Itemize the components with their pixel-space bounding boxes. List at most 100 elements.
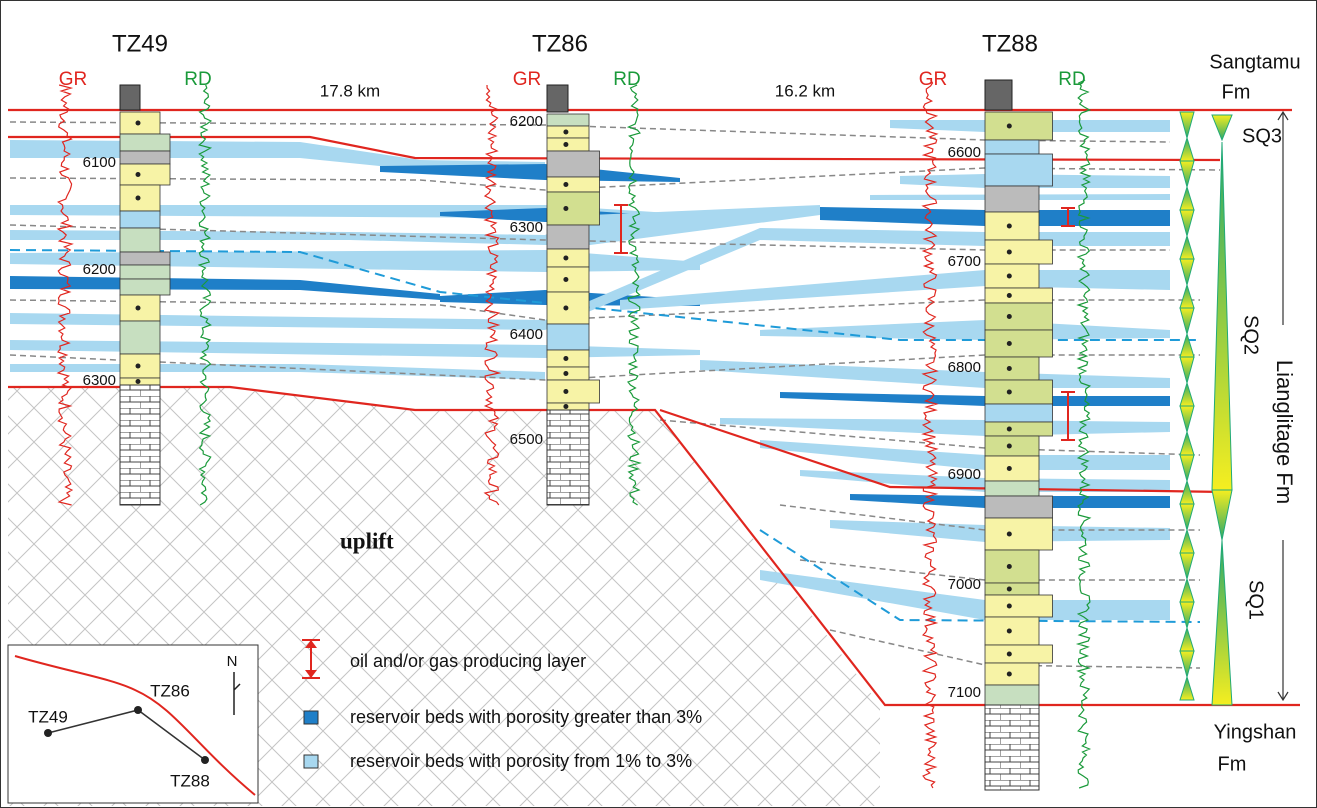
lithology-bed [985, 240, 1053, 264]
lithology-bed [985, 404, 1053, 422]
grain-symbol [1007, 532, 1012, 537]
grain-symbol [563, 130, 568, 135]
grain-symbol [563, 306, 568, 311]
grain-symbol [1007, 672, 1012, 677]
lithology-bed [547, 380, 600, 403]
depth-label: 6500 [510, 431, 543, 448]
formation-label: Lianglitage Fm [1272, 360, 1297, 504]
lithology-bed [547, 114, 589, 126]
grain-symbol [563, 256, 568, 261]
grain-symbol [563, 404, 568, 409]
north-label: N [227, 653, 238, 670]
lithology-bed [985, 422, 1053, 436]
lithology-bed [547, 225, 589, 249]
grain-symbol [136, 379, 141, 384]
grain-symbol [1007, 293, 1012, 298]
grain-symbol [1007, 564, 1012, 569]
log-label: GR [59, 69, 88, 90]
lithology-bed [120, 151, 170, 164]
grain-symbol [136, 121, 141, 126]
lithology-bed [120, 134, 170, 151]
log-label: GR [513, 69, 542, 90]
inset-well [201, 756, 209, 764]
lithology-bed [985, 357, 1039, 380]
well-top [985, 80, 1012, 110]
grain-symbol [1007, 314, 1012, 319]
limestone [985, 705, 1039, 790]
lithology-bed [985, 550, 1039, 583]
legend-swatch [304, 755, 318, 768]
depth-label: 6300 [83, 372, 116, 389]
lithology-bed [120, 279, 170, 295]
grain-symbol [1007, 652, 1012, 657]
well-name: TZ86 [532, 30, 588, 57]
lithology-bed [120, 265, 170, 279]
legend-label: reservoir beds with porosity from 1% to … [350, 751, 692, 771]
formation-label: Fm [1222, 81, 1251, 103]
depth-label: 6200 [83, 261, 116, 278]
grain-symbol [563, 142, 568, 147]
lithology-bed [120, 211, 160, 228]
grain-symbol [136, 172, 141, 177]
lithology-bed [985, 496, 1053, 518]
grain-symbol [1007, 250, 1012, 255]
distance-label: 16.2 km [775, 81, 835, 100]
legend-swatch [304, 711, 318, 724]
well-top [120, 85, 140, 110]
grain-symbol [563, 206, 568, 211]
depth-label: 7000 [948, 576, 981, 593]
grain-symbol [1007, 587, 1012, 592]
lithology-bed [547, 151, 600, 177]
formation-label: Fm [1218, 753, 1247, 775]
depth-label: 6200 [510, 113, 543, 130]
lithology-bed [985, 663, 1039, 685]
well-name: TZ88 [982, 30, 1038, 57]
grain-symbol [563, 371, 568, 376]
lithology-bed [985, 154, 1053, 186]
lithology-bed [985, 186, 1039, 212]
log-label: RD [613, 69, 640, 90]
grain-symbol [136, 196, 141, 201]
inset-well-label: TZ88 [170, 771, 210, 790]
distance-label: 17.8 km [320, 81, 380, 100]
grain-symbol [1007, 366, 1012, 371]
depth-label: 6900 [948, 466, 981, 483]
grain-symbol [563, 182, 568, 187]
well-top [547, 85, 568, 112]
lithology-bed [985, 436, 1039, 456]
sequence-label: SQ3 [1242, 125, 1282, 147]
lithology-bed [985, 645, 1053, 663]
depth-label: 6400 [510, 326, 543, 343]
depth-label: 6100 [83, 154, 116, 171]
lithology-bed [120, 228, 160, 252]
lithology-bed [985, 288, 1053, 303]
lithology-bed [985, 583, 1039, 595]
inset-well-label: TZ49 [28, 707, 68, 726]
grain-symbol [1007, 629, 1012, 634]
legend-label: oil and/or gas producing layer [350, 651, 586, 671]
legend-label: reservoir beds with porosity greater tha… [350, 707, 702, 727]
inset-well [134, 706, 142, 714]
lithology-bed [985, 330, 1053, 357]
lithology-bed [120, 252, 170, 265]
grain-symbol [1007, 274, 1012, 279]
grain-symbol [563, 389, 568, 394]
lithology-bed [985, 481, 1039, 496]
limestone [120, 385, 160, 505]
depth-label: 6300 [510, 219, 543, 236]
sequence-label: SQ1 [1245, 580, 1267, 620]
lithology-bed [985, 303, 1053, 330]
lithology-bed [547, 324, 589, 350]
grain-symbol [563, 356, 568, 361]
inset-well [44, 729, 52, 737]
grain-symbol [1007, 124, 1012, 129]
log-label: GR [919, 69, 948, 90]
grain-symbol [1007, 341, 1012, 346]
log-label: RD [184, 69, 211, 90]
lithology-bed [985, 140, 1039, 154]
depth-label: 6600 [948, 144, 981, 161]
grain-symbol [1007, 444, 1012, 449]
well-name: TZ49 [112, 30, 168, 57]
lithology-bed [547, 177, 600, 192]
lithology-bed [985, 380, 1053, 404]
